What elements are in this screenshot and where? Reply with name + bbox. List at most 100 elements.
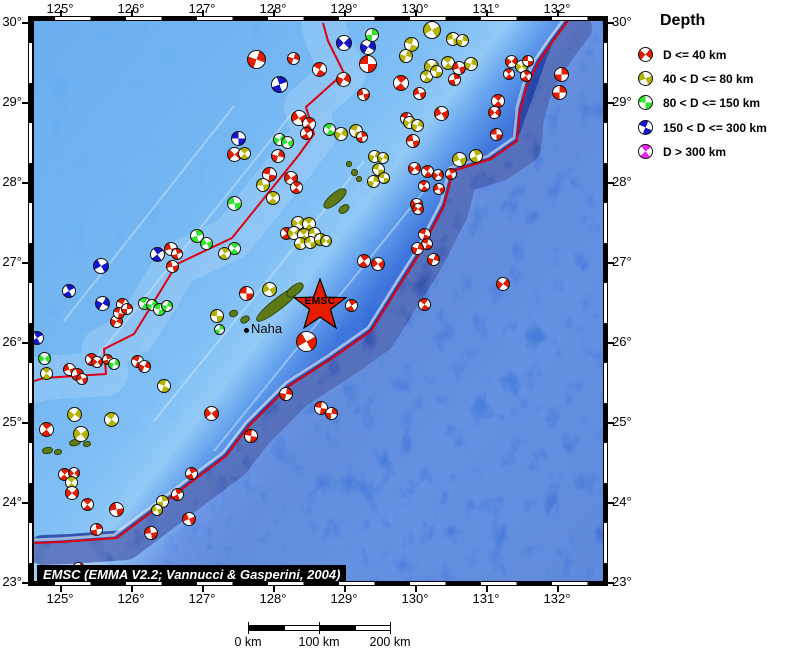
- lon-label-bottom: 128°: [259, 591, 287, 606]
- focal-mechanism-ball: [407, 161, 421, 175]
- scale-bar: 0 km 100 km 200 km: [234, 622, 411, 649]
- focal-mechanism-ball: [432, 169, 444, 181]
- focal-mechanism-ball: [66, 406, 82, 422]
- focal-mechanism-ball: [103, 411, 119, 427]
- focal-mechanism-ball: [295, 330, 317, 352]
- lat-label-left: 23°: [2, 574, 22, 589]
- scale-label: 200 km: [369, 635, 411, 649]
- lon-tick-top: [60, 10, 62, 17]
- lat-label-right: 30°: [612, 14, 632, 29]
- focal-mechanism-ball: [412, 203, 424, 215]
- focal-mechanism-ball: [320, 235, 332, 247]
- focal-mechanism-ball: [210, 309, 224, 323]
- focal-mechanism-ball: [553, 66, 569, 82]
- focal-mechanism-ball: [108, 358, 120, 370]
- scale-segment: [355, 626, 391, 630]
- lat-label-right: 24°: [612, 494, 632, 509]
- focal-mechanism-ball: [311, 61, 327, 77]
- focal-mechanism-ball: [62, 284, 76, 298]
- bathymetry-map: EMSC Naha EMSC (EMMA V2.2; Vannucci & Ga…: [33, 20, 605, 584]
- lon-label-top: 129°: [330, 1, 358, 16]
- focal-mechanism-ball: [334, 127, 348, 141]
- scale-segment: [284, 626, 320, 630]
- focal-mechanism-ball: [464, 57, 478, 71]
- focal-mechanism-ball: [80, 497, 94, 511]
- focal-mechanism-ball: [469, 149, 483, 163]
- lat-tick-left: [22, 262, 28, 264]
- city-label: Naha: [251, 321, 283, 336]
- frame-band-bottom: [28, 581, 608, 586]
- lat-tick-right: [608, 342, 614, 344]
- focal-mechanism-ball: [279, 387, 293, 401]
- lat-tick-right: [608, 582, 614, 584]
- lon-tick-top: [415, 10, 417, 17]
- lat-tick-left: [22, 422, 28, 424]
- lon-label-top: 130°: [401, 1, 429, 16]
- lon-label-bottom: 130°: [401, 591, 429, 606]
- lat-label-left: 25°: [2, 414, 22, 429]
- lat-tick-left: [22, 22, 28, 24]
- legend-item-label: D <= 40 km: [663, 48, 727, 62]
- lon-label-top: 131°: [472, 1, 500, 16]
- focal-mechanism-ball: [371, 257, 385, 271]
- focal-mechanism-ball: [38, 421, 54, 437]
- focal-mechanism-ball: [199, 236, 213, 250]
- frame-band-top: [28, 16, 608, 21]
- star-icon: [292, 277, 348, 330]
- focal-mechanism-ball: [412, 86, 426, 100]
- focal-mechanism-ball: [289, 180, 303, 194]
- lat-label-left: 26°: [2, 334, 22, 349]
- lon-tick-bottom: [131, 585, 133, 592]
- lon-tick-top: [344, 10, 346, 17]
- beachball-icon: [638, 95, 653, 110]
- beachball-icon: [638, 71, 653, 86]
- lon-tick-bottom: [486, 585, 488, 592]
- focal-mechanism-ball: [299, 126, 313, 140]
- scale-tick: [319, 622, 320, 634]
- focal-mechanism-ball: [520, 70, 532, 82]
- focal-mechanism-ball: [489, 127, 503, 141]
- island: [356, 176, 362, 182]
- frame-band-right: [603, 16, 608, 586]
- lon-tick-bottom: [60, 585, 62, 592]
- lat-label-left: 27°: [2, 254, 22, 269]
- focal-mechanism-ball: [365, 28, 379, 42]
- lon-tick-top: [273, 10, 275, 17]
- legend-title: Depth: [660, 12, 706, 29]
- focal-mechanism-ball: [433, 183, 445, 195]
- focal-mechanism-ball: [246, 49, 266, 69]
- frame-band-left: [28, 16, 33, 586]
- star-label: EMSC: [304, 296, 336, 307]
- lat-label-left: 29°: [2, 94, 22, 109]
- focal-mechanism-ball: [65, 486, 79, 500]
- focal-mechanism-ball: [121, 303, 133, 315]
- lat-tick-left: [22, 582, 28, 584]
- scale-tick: [390, 622, 391, 634]
- focal-mechanism-ball: [266, 191, 280, 205]
- focal-mechanism-ball: [336, 35, 352, 51]
- lat-tick-left: [22, 342, 28, 344]
- focal-mechanism-ball: [357, 254, 371, 268]
- lat-label-right: 25°: [612, 414, 632, 429]
- focal-mechanism-ball: [161, 300, 173, 312]
- focal-mechanism-ball: [359, 55, 377, 73]
- focal-mechanism-ball: [93, 258, 109, 274]
- focal-mechanism-ball: [39, 366, 53, 380]
- legend-item-label: D > 300 km: [663, 145, 727, 159]
- island: [346, 161, 352, 167]
- focal-mechanism-ball: [455, 33, 469, 47]
- focal-mechanism-ball: [151, 504, 163, 516]
- lat-tick-left: [22, 502, 28, 504]
- focal-mechanism-ball: [324, 406, 338, 420]
- lat-label-left: 30°: [2, 14, 22, 29]
- focal-mechanism-ball: [356, 87, 370, 101]
- focal-mechanism-ball: [213, 323, 225, 335]
- lat-label-right: 26°: [612, 334, 632, 349]
- scale-segment: [249, 626, 285, 630]
- lon-tick-bottom: [273, 585, 275, 592]
- lat-label-right: 29°: [612, 94, 632, 109]
- attribution-bar: EMSC (EMMA V2.2; Vannucci & Gasperini, 2…: [37, 565, 347, 583]
- lon-tick-bottom: [202, 585, 204, 592]
- lat-tick-right: [608, 422, 614, 424]
- lon-label-bottom: 129°: [330, 591, 358, 606]
